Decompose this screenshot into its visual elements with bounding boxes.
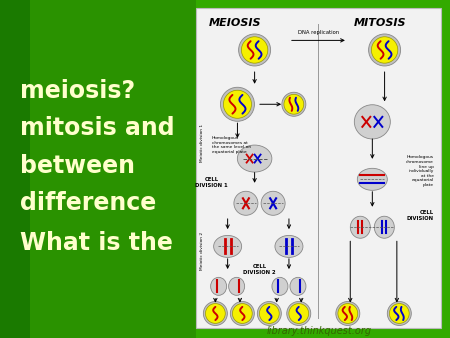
Polygon shape [80, 0, 196, 338]
Ellipse shape [387, 301, 411, 325]
Text: Homologous
chromosomes at
the same level on
equatorial plate: Homologous chromosomes at the same level… [212, 136, 251, 154]
Ellipse shape [389, 304, 409, 323]
Text: DNA replication: DNA replication [298, 30, 339, 35]
Ellipse shape [369, 34, 400, 66]
Ellipse shape [238, 34, 270, 66]
Ellipse shape [272, 277, 288, 295]
Text: between: between [20, 153, 135, 178]
Text: library.thinkquest.org: library.thinkquest.org [267, 325, 372, 336]
Text: mitosis and: mitosis and [20, 116, 175, 141]
Ellipse shape [211, 277, 227, 295]
Polygon shape [0, 0, 30, 338]
Text: Meiotic division 1: Meiotic division 1 [200, 124, 204, 162]
Text: CELL
DIVISION 2: CELL DIVISION 2 [243, 264, 276, 275]
Text: Meiotic division 2: Meiotic division 2 [200, 232, 204, 270]
Text: Homologous
chromosome
line up
individually
at the
equatorial
plate: Homologous chromosome line up individual… [406, 155, 434, 187]
Ellipse shape [241, 37, 268, 63]
Text: MITOSIS: MITOSIS [353, 18, 406, 28]
Ellipse shape [290, 277, 306, 295]
Ellipse shape [374, 216, 394, 238]
Ellipse shape [289, 304, 309, 323]
Ellipse shape [336, 301, 360, 325]
Ellipse shape [284, 94, 304, 114]
Ellipse shape [234, 191, 258, 215]
Text: CELL
DIVISION: CELL DIVISION [406, 210, 434, 221]
Ellipse shape [214, 235, 242, 258]
Ellipse shape [259, 304, 279, 323]
Ellipse shape [338, 304, 358, 323]
Ellipse shape [351, 216, 370, 238]
Polygon shape [30, 0, 80, 338]
Ellipse shape [261, 191, 285, 215]
Text: CELL
DIVISION 1: CELL DIVISION 1 [195, 177, 228, 188]
FancyBboxPatch shape [196, 8, 441, 328]
Text: What is the: What is the [20, 231, 173, 256]
Ellipse shape [371, 37, 398, 63]
Polygon shape [80, 0, 150, 338]
Ellipse shape [229, 277, 245, 295]
Ellipse shape [257, 301, 281, 325]
Ellipse shape [354, 105, 390, 139]
Ellipse shape [220, 87, 254, 121]
Text: meiosis?: meiosis? [20, 79, 135, 103]
Ellipse shape [275, 235, 303, 258]
Ellipse shape [223, 90, 252, 118]
Text: MEIOSIS: MEIOSIS [209, 18, 261, 28]
Ellipse shape [287, 301, 311, 325]
Ellipse shape [203, 301, 227, 325]
Text: difference: difference [20, 191, 157, 215]
Ellipse shape [206, 304, 225, 323]
Ellipse shape [230, 301, 254, 325]
Ellipse shape [357, 168, 387, 190]
Ellipse shape [233, 304, 252, 323]
Ellipse shape [282, 92, 306, 116]
Polygon shape [196, 0, 450, 338]
Ellipse shape [237, 145, 272, 172]
